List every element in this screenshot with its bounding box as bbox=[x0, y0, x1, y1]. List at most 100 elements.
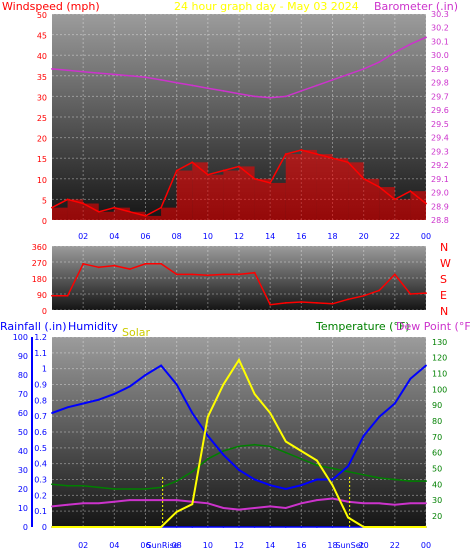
windspeed-bar bbox=[316, 154, 333, 220]
wind-direction-line-point bbox=[206, 274, 209, 277]
time-tick-label: 06 bbox=[140, 232, 150, 241]
barometer-line-point bbox=[300, 90, 303, 92]
dewpoint-line-point bbox=[129, 499, 131, 501]
rainfall-line-point bbox=[206, 526, 209, 528]
wind-direction-line-point bbox=[51, 294, 53, 297]
humidity-tick-label: 50 bbox=[18, 428, 28, 437]
barometer-line-point bbox=[175, 81, 178, 84]
dewpoint-title: Dew Point (°F) bbox=[396, 320, 470, 333]
temperature-line-point bbox=[253, 443, 256, 446]
humidity-line-point bbox=[393, 402, 396, 405]
dewpoint-line-point bbox=[82, 502, 85, 505]
weather-panel bbox=[52, 337, 426, 527]
dewpoint-line-point bbox=[113, 500, 116, 503]
windspeed-line-point bbox=[175, 169, 178, 172]
barometer-line-point bbox=[238, 92, 240, 95]
wind-tick-label: 5 bbox=[42, 196, 47, 205]
rainfall-tick-label: 0 bbox=[42, 523, 47, 532]
temperature-tick-label: 40 bbox=[432, 480, 442, 489]
windspeed-line-point bbox=[362, 177, 365, 180]
wind-direction-line-point bbox=[97, 266, 100, 269]
windspeed-bar bbox=[207, 174, 224, 220]
windspeed-bar bbox=[379, 187, 395, 220]
sunrise-label: SunRise bbox=[147, 541, 179, 550]
barometer-line-point bbox=[66, 69, 69, 72]
direction-panel bbox=[52, 246, 426, 310]
time-tick-label: 16 bbox=[296, 541, 306, 550]
barometer-line-point bbox=[191, 84, 194, 87]
windspeed-line-point bbox=[378, 186, 381, 188]
barometer-line-point bbox=[206, 87, 209, 90]
humidity-line-point bbox=[300, 484, 303, 487]
solar-line-point bbox=[269, 412, 272, 414]
windspeed-line-point bbox=[51, 206, 53, 209]
windspeed-bar bbox=[129, 211, 146, 220]
temperature-tick-label: 110 bbox=[432, 369, 447, 378]
solar-line-point bbox=[425, 526, 427, 528]
dewpoint-line-point bbox=[347, 500, 349, 503]
rainfall-line-point bbox=[222, 526, 225, 528]
solar-line-point bbox=[378, 526, 381, 528]
rainfall-tick-label: 1 bbox=[42, 365, 47, 374]
temperature-line-point bbox=[409, 480, 412, 482]
wind-tick-label: 30 bbox=[37, 93, 47, 102]
humidity-line-point bbox=[160, 364, 162, 367]
barometer-line-point bbox=[331, 79, 334, 81]
wind-direction-line-point bbox=[253, 271, 256, 274]
time-tick-label: 18 bbox=[327, 232, 337, 241]
rainfall-tick-label: 0.6 bbox=[34, 428, 47, 437]
dewpoint-line-point bbox=[425, 502, 427, 505]
temperature-line-point bbox=[331, 467, 334, 470]
barometer-line-point bbox=[316, 84, 318, 87]
humidity-tick-label: 100 bbox=[13, 333, 28, 342]
humidity-line-point bbox=[51, 412, 53, 414]
windspeed-bar bbox=[363, 178, 380, 220]
rainfall-line-point bbox=[191, 526, 194, 528]
temperature-line-point bbox=[269, 445, 272, 448]
barometer-line-point bbox=[284, 95, 287, 98]
rainfall-line-point bbox=[253, 526, 256, 528]
temperature-tick-label: 100 bbox=[432, 385, 447, 394]
temperature-line-point bbox=[347, 470, 349, 473]
windspeed-line-point bbox=[113, 206, 116, 209]
dewpoint-line-point bbox=[316, 499, 318, 501]
time-tick-label: 04 bbox=[109, 232, 119, 241]
humidity-tick-label: 20 bbox=[18, 485, 28, 494]
rainfall-line-point bbox=[331, 526, 334, 528]
direction-tick-label: 360 bbox=[32, 243, 47, 252]
temperature-line-point bbox=[97, 486, 100, 489]
windspeed-line-point bbox=[144, 214, 147, 217]
humidity-line-point bbox=[97, 398, 100, 401]
rainfall-line-point bbox=[238, 526, 240, 528]
humidity-line-point bbox=[175, 383, 178, 386]
rainfall-tick-label: 0.3 bbox=[34, 476, 47, 485]
dewpoint-line-point bbox=[144, 499, 147, 501]
barometer-tick-label: 30.2 bbox=[431, 24, 449, 33]
rainfall-tick-label: 0.4 bbox=[34, 460, 47, 469]
humidity-title: Humidity bbox=[68, 320, 118, 333]
temperature-tick-label: 120 bbox=[432, 354, 447, 363]
solar-line-point bbox=[238, 358, 240, 361]
dewpoint-line-point bbox=[66, 503, 69, 506]
wind-direction-line-point bbox=[269, 303, 272, 306]
windspeed-bar bbox=[52, 207, 68, 220]
solar-line-point bbox=[331, 484, 334, 487]
temperature-line-point bbox=[144, 488, 147, 490]
windspeed-line-point bbox=[347, 161, 349, 164]
windspeed-bar bbox=[254, 178, 271, 220]
barometer-tick-label: 30.1 bbox=[431, 37, 449, 46]
windspeed-line-point bbox=[82, 202, 85, 205]
barometer-tick-label: 29.5 bbox=[431, 120, 449, 129]
temperature-line-point bbox=[82, 484, 85, 487]
barometer-tick-label: 29.1 bbox=[431, 175, 449, 184]
time-tick-label: 12 bbox=[234, 232, 244, 241]
temperature-line-point bbox=[222, 450, 225, 452]
barometer-line-point bbox=[222, 90, 225, 92]
rainfall-line-point bbox=[284, 526, 287, 528]
wind-tick-label: 35 bbox=[37, 73, 47, 82]
dewpoint-line-point bbox=[269, 505, 272, 508]
windspeed-line-point bbox=[316, 153, 318, 155]
wind-direction-line-point bbox=[144, 262, 147, 265]
windspeed-bar bbox=[348, 162, 364, 220]
